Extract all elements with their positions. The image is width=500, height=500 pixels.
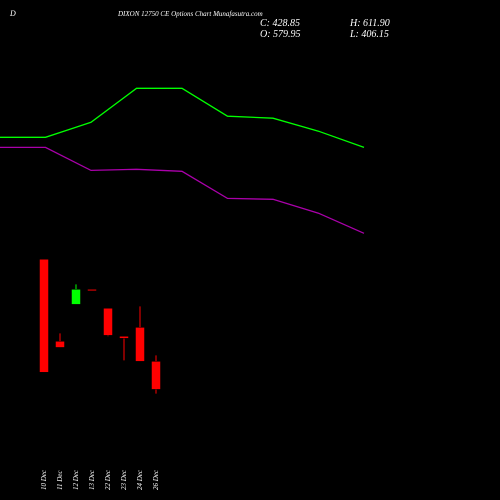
candle-body (71, 289, 81, 305)
x-tick-label: 11 Dec (56, 470, 64, 490)
x-tick-label: 26 Dec (152, 469, 160, 490)
candle-body (135, 327, 145, 362)
indicator-line (0, 146, 365, 234)
chart-title: DIXON 12750 CE Options Chart Munafasutra… (117, 10, 263, 18)
x-tick-label: 22 Dec (104, 469, 112, 490)
stat-high: H: 611.90 (349, 18, 390, 29)
candle-body (39, 259, 49, 373)
x-tick-label: 24 Dec (136, 469, 144, 490)
candle-body (87, 289, 97, 292)
x-tick-label: 23 Dec (120, 469, 128, 490)
candle-body (55, 341, 65, 348)
x-tick-label: 13 Dec (88, 469, 96, 490)
stat-open: O: 579.95 (260, 29, 301, 40)
indicator-line (0, 87, 365, 149)
x-tick-label: 10 Dec (40, 469, 48, 490)
candle-body (103, 308, 113, 336)
corner-label: D (9, 9, 16, 18)
stat-close: C: 428.85 (260, 18, 300, 29)
stat-low: L: 406.15 (349, 29, 389, 40)
candle-body (151, 361, 161, 390)
x-tick-label: 12 Dec (72, 469, 80, 490)
candle-body (119, 336, 129, 339)
